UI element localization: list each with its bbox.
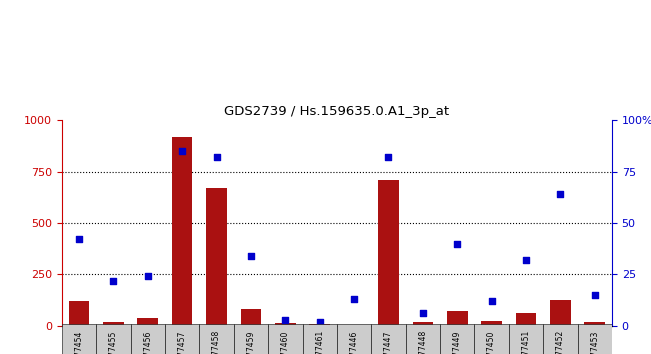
Bar (344, 325, 365, 326)
Bar (309, 324, 330, 326)
Bar (275, 322, 296, 326)
Text: GSM177461: GSM177461 (315, 330, 324, 354)
Point (177, 148, 187, 154)
FancyBboxPatch shape (62, 324, 96, 354)
Point (349, 296, 359, 302)
Text: GSM177446: GSM177446 (350, 330, 359, 354)
Title: GDS2739 / Hs.159635.0.A1_3p_at: GDS2739 / Hs.159635.0.A1_3p_at (225, 105, 449, 118)
Point (521, 257, 531, 263)
Bar (172, 137, 193, 326)
Bar (481, 321, 502, 326)
Text: GSM177450: GSM177450 (487, 330, 496, 354)
Bar (413, 321, 433, 326)
Text: GSM177460: GSM177460 (281, 330, 290, 354)
Point (245, 253, 256, 259)
FancyBboxPatch shape (577, 324, 612, 354)
Bar (550, 300, 571, 326)
FancyBboxPatch shape (96, 324, 131, 354)
Text: GSM177449: GSM177449 (452, 330, 462, 354)
Point (108, 278, 118, 283)
Point (143, 274, 153, 279)
Text: GSM177456: GSM177456 (143, 330, 152, 354)
Point (212, 154, 222, 160)
FancyBboxPatch shape (165, 324, 199, 354)
FancyBboxPatch shape (199, 324, 234, 354)
Bar (206, 188, 227, 326)
Bar (516, 313, 536, 326)
Text: GSM177459: GSM177459 (247, 330, 255, 354)
Point (74, 236, 84, 242)
Bar (378, 180, 399, 326)
Point (452, 241, 462, 246)
FancyBboxPatch shape (337, 324, 371, 354)
FancyBboxPatch shape (371, 324, 406, 354)
FancyBboxPatch shape (475, 324, 509, 354)
FancyBboxPatch shape (268, 324, 303, 354)
FancyBboxPatch shape (303, 324, 337, 354)
Point (486, 298, 497, 304)
Bar (69, 301, 89, 326)
Bar (585, 321, 605, 326)
FancyBboxPatch shape (406, 324, 440, 354)
Text: GSM177452: GSM177452 (556, 330, 565, 354)
FancyBboxPatch shape (509, 324, 543, 354)
Bar (447, 311, 467, 326)
Text: GSM177458: GSM177458 (212, 330, 221, 354)
FancyBboxPatch shape (440, 324, 475, 354)
FancyBboxPatch shape (543, 324, 577, 354)
Point (383, 154, 394, 160)
Text: GSM177455: GSM177455 (109, 330, 118, 354)
FancyBboxPatch shape (131, 324, 165, 354)
Point (280, 317, 290, 322)
Text: GSM177454: GSM177454 (74, 330, 83, 354)
Text: GSM177457: GSM177457 (178, 330, 187, 354)
Point (555, 192, 566, 197)
FancyBboxPatch shape (234, 324, 268, 354)
Point (418, 310, 428, 316)
Text: GSM177453: GSM177453 (590, 330, 600, 354)
Bar (241, 309, 261, 326)
Point (314, 319, 325, 324)
Point (590, 292, 600, 298)
Text: GSM177451: GSM177451 (521, 330, 531, 354)
Text: GSM177448: GSM177448 (419, 330, 427, 354)
Bar (103, 321, 124, 326)
Bar (137, 319, 158, 326)
Text: GSM177447: GSM177447 (384, 330, 393, 354)
